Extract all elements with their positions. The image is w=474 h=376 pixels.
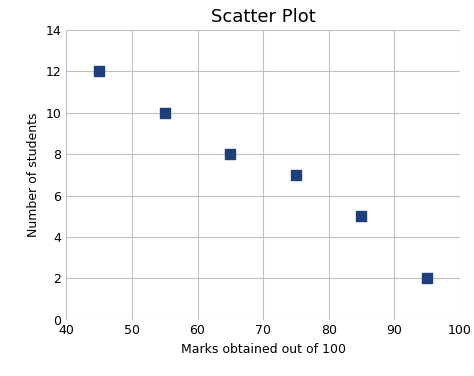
- Y-axis label: Number of students: Number of students: [27, 112, 40, 237]
- Point: [161, 110, 169, 116]
- Point: [292, 172, 300, 178]
- Title: Scatter Plot: Scatter Plot: [211, 8, 315, 26]
- X-axis label: Marks obtained out of 100: Marks obtained out of 100: [181, 343, 346, 356]
- Point: [227, 151, 234, 157]
- Point: [423, 275, 431, 281]
- Point: [95, 68, 103, 74]
- Point: [357, 213, 365, 219]
